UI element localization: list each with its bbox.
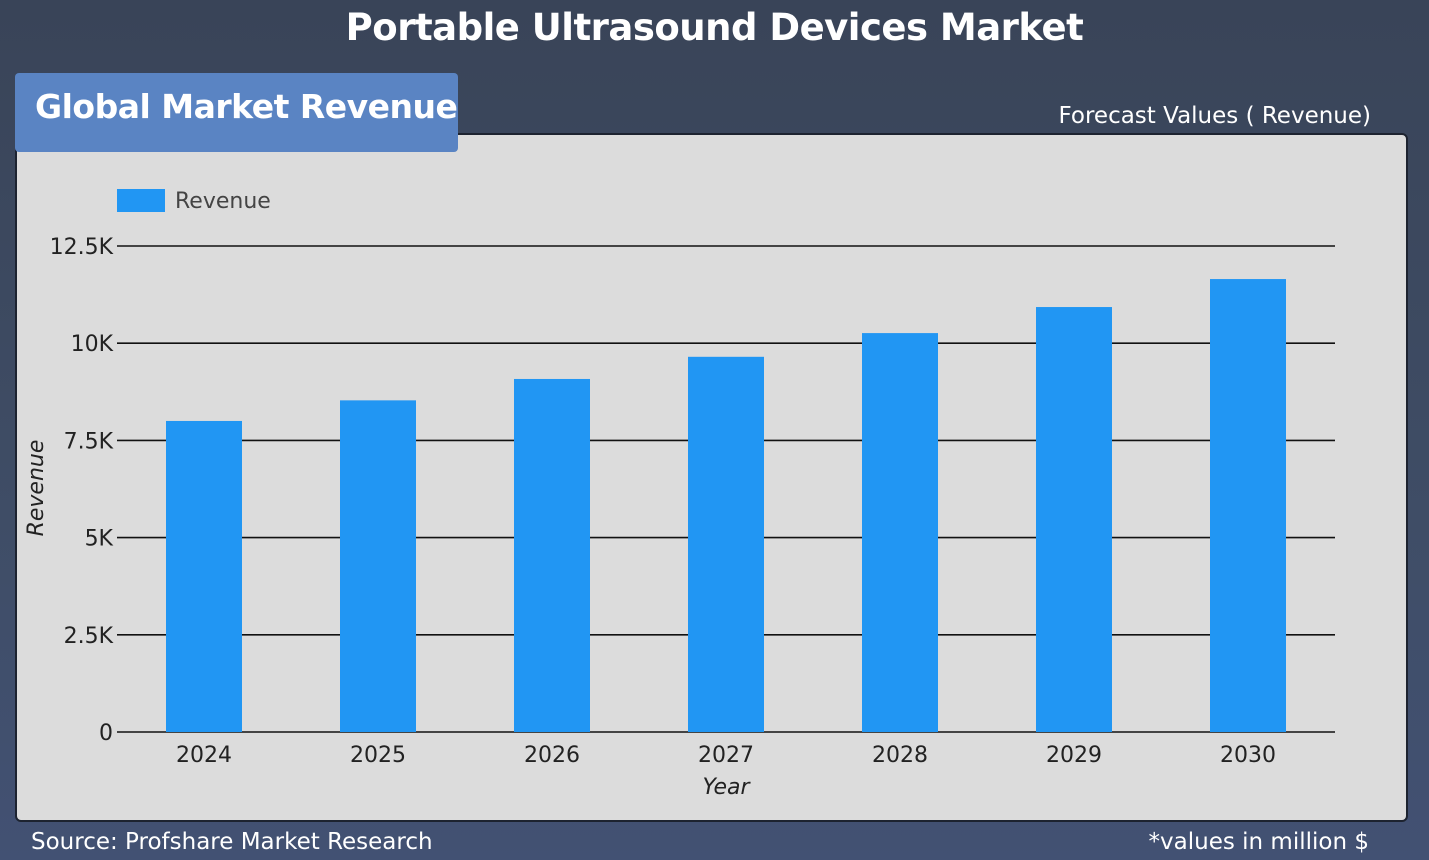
bar-2029: [1036, 307, 1112, 732]
bar-2026: [514, 378, 590, 732]
bar-2024: [166, 420, 242, 732]
section-badge: Global Market Revenue: [15, 73, 458, 152]
forecast-label: Forecast Values ( Revenue): [1058, 103, 1371, 129]
bar-2030: [1210, 279, 1286, 732]
bars: [166, 279, 1286, 732]
x-tick-label: 2029: [1046, 743, 1102, 768]
source-label: Source: Profshare Market Research: [31, 829, 433, 855]
bar-chart: 0 2.5K 5K 7.5K 10K 12.5K 2024 2025 2026 2027 2028…: [24, 189, 1335, 800]
bar-2027: [688, 356, 764, 732]
x-axis-ticks: 2024 2025 2026 2027 2028 2029 2030: [176, 743, 1276, 768]
bar-2025: [340, 400, 416, 732]
y-tick-label: 2.5K: [64, 624, 114, 649]
y-tick-label: 12.5K: [50, 235, 114, 260]
x-tick-label: 2030: [1220, 743, 1276, 768]
y-tick-label: 7.5K: [64, 429, 114, 454]
x-axis-title: Year: [702, 775, 751, 800]
legend: Revenue: [117, 189, 271, 214]
y-tick-label: 0: [99, 721, 113, 746]
section-badge-label: Global Market Revenue: [35, 87, 458, 126]
x-tick-label: 2025: [350, 743, 406, 768]
y-axis-title: Revenue: [24, 440, 49, 537]
y-tick-label: 5K: [85, 527, 114, 552]
bar-2028: [862, 333, 938, 732]
y-tick-label: 10K: [71, 332, 114, 357]
y-axis-ticks: 0 2.5K 5K 7.5K 10K 12.5K: [50, 235, 114, 746]
x-tick-label: 2028: [872, 743, 928, 768]
x-tick-label: 2027: [698, 743, 754, 768]
chart-panel: 0 2.5K 5K 7.5K 10K 12.5K 2024 2025 2026 2027 2028…: [15, 133, 1408, 822]
legend-swatch: [117, 189, 165, 212]
x-tick-label: 2024: [176, 743, 232, 768]
legend-label: Revenue: [175, 189, 271, 214]
units-note: *values in million $: [1148, 829, 1369, 855]
page-title: Portable Ultrasound Devices Market: [345, 6, 1084, 49]
x-tick-label: 2026: [524, 743, 580, 768]
